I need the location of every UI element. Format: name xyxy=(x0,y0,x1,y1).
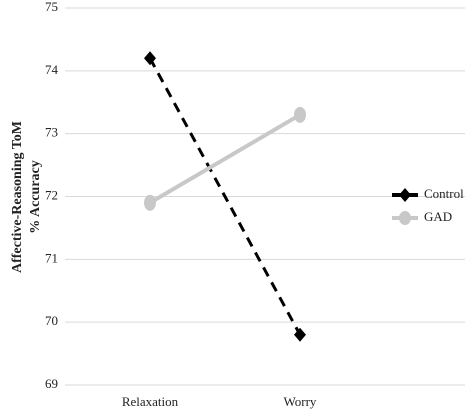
series-line xyxy=(148,113,302,205)
x-tick-label: Relaxation xyxy=(122,394,179,409)
marker xyxy=(294,327,306,342)
marker xyxy=(144,194,156,211)
marker xyxy=(144,51,156,66)
legend-swatch xyxy=(399,188,411,202)
series-line xyxy=(148,57,302,336)
legend-swatch xyxy=(399,211,411,225)
legend-label: GAD xyxy=(424,209,452,224)
legend-label: Control xyxy=(424,186,464,201)
y-tick-label: 71 xyxy=(45,250,58,265)
y-axis-label: Affective-Reasoning ToM xyxy=(10,121,25,273)
y-tick-label: 74 xyxy=(45,62,59,77)
y-tick-label: 72 xyxy=(45,187,58,202)
y-tick-label: 69 xyxy=(45,376,58,391)
y-tick-label: 73 xyxy=(45,125,58,140)
y-tick-label: 70 xyxy=(45,313,58,328)
y-tick-label: 75 xyxy=(45,0,58,14)
x-tick-label: Worry xyxy=(284,394,317,409)
marker xyxy=(294,106,306,123)
y-axis-label: % Accuracy xyxy=(28,160,43,233)
